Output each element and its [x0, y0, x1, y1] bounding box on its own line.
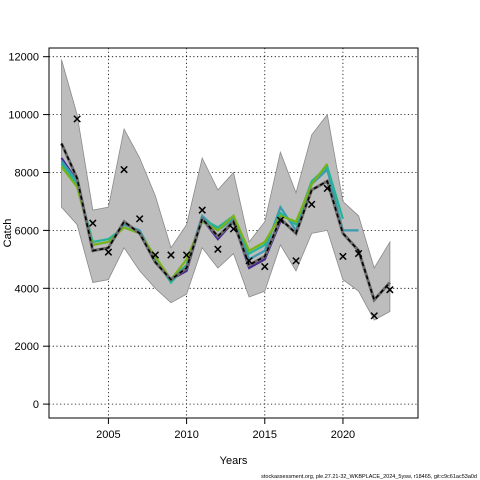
observation-point [89, 219, 97, 227]
x-tick-label: 2015 [253, 429, 277, 441]
observation-point [182, 251, 191, 259]
observation-point [104, 248, 113, 256]
x-tick-label: 2020 [331, 429, 355, 441]
plot-frame [48, 47, 419, 419]
observation-point [167, 251, 175, 259]
y-tick-label: 12000 [8, 52, 39, 64]
x-tick-label: 2010 [174, 429, 198, 441]
x-axis: 2005 2010 2015 2020 [96, 418, 355, 441]
y-tick-label: 6000 [15, 225, 39, 237]
observation-point [151, 251, 160, 259]
observation-point [120, 165, 128, 174]
observation-point [135, 215, 144, 223]
confidence-band-area [61, 59, 391, 321]
x-tick-label: 2005 [96, 429, 120, 441]
observation-point [198, 206, 206, 214]
observation-point [323, 184, 332, 193]
observation-point [307, 200, 316, 209]
series-lines [60, 142, 392, 303]
y-tick-label: 8000 [15, 167, 39, 179]
observation-point [292, 257, 300, 265]
confidence-band [61, 59, 391, 321]
observation-point [214, 245, 222, 253]
observation-point [73, 115, 81, 123]
observation-point [370, 312, 378, 320]
y-tick-label: 4000 [15, 283, 39, 295]
y-axis: 0 2000 4000 6000 8000 10000 12000 [8, 52, 49, 411]
series-line-reference [60, 143, 391, 302]
y-tick-label: 10000 [8, 110, 39, 122]
observation-point [276, 216, 285, 224]
source-footnote: stockassessment.org, ple.27.21-32_WKBPLA… [261, 474, 477, 480]
observation-point [261, 262, 269, 271]
observation-point [229, 225, 238, 233]
y-tick-label: 0 [33, 399, 39, 411]
x-axis-title: Years [220, 455, 248, 467]
y-axis-title: Catch [2, 219, 14, 248]
observation-markers [73, 115, 394, 320]
y-tick-label: 2000 [15, 341, 39, 353]
observation-point [386, 286, 394, 294]
observation-point [245, 257, 253, 265]
observation-point [339, 252, 347, 261]
observation-point [354, 249, 363, 258]
